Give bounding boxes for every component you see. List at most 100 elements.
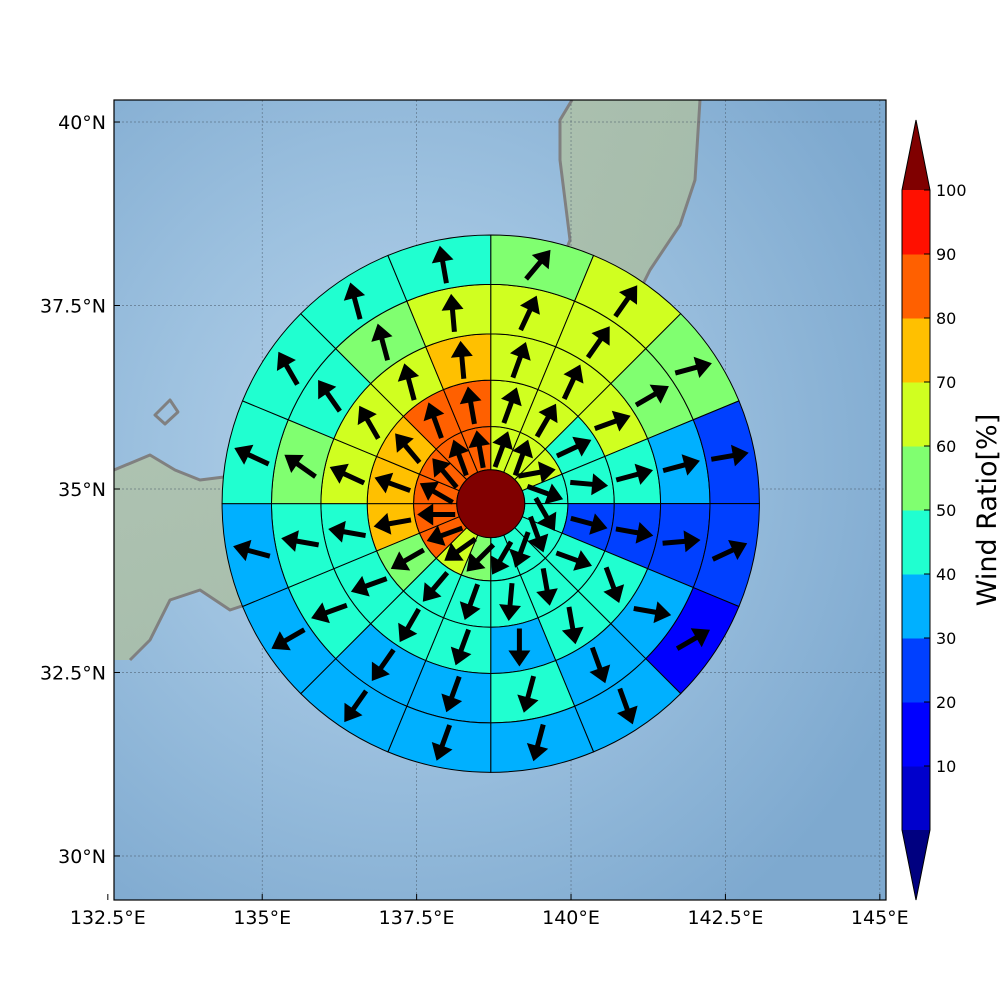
- wind-arrow: [615, 463, 653, 485]
- wind-arrow: [524, 249, 551, 281]
- wind-arrows: [233, 245, 749, 762]
- colorbar-over-extension: [902, 120, 930, 190]
- wind-arrow: [276, 351, 300, 386]
- wind-arrow: [441, 675, 463, 713]
- wind-arrow: [711, 540, 748, 562]
- colorbar-segment: [902, 702, 930, 767]
- wind-arrow: [432, 458, 459, 489]
- wind-arrow: [501, 387, 522, 424]
- colorbar-tick-label: 90: [936, 245, 956, 264]
- wind-arrow: [634, 384, 669, 408]
- wind-arrow: [510, 342, 531, 379]
- wind-arrow: [344, 689, 369, 723]
- wind-arrow: [662, 530, 701, 553]
- colorbar-segment: [902, 254, 930, 319]
- wind-arrow: [468, 430, 491, 469]
- wind-arrow: [328, 520, 366, 543]
- colorbar-tick-label: 20: [936, 693, 956, 712]
- wind-arrow: [444, 536, 477, 561]
- wind-arrow: [371, 648, 396, 681]
- wind-arrow: [633, 601, 672, 624]
- wind-arrow: [318, 380, 342, 413]
- colorbar-label: Wind Ratio[%]: [972, 414, 1000, 606]
- wind-arrow: [526, 723, 549, 762]
- wind-arrow: [675, 628, 710, 651]
- colorbar-tick-label: 60: [936, 437, 956, 456]
- wind-arrow: [674, 356, 712, 378]
- colorbar-segment: [902, 382, 930, 447]
- wind-arrow: [555, 436, 592, 459]
- wind-arrow: [555, 550, 592, 571]
- wind-arrow: [613, 285, 638, 318]
- wind-arrow: [512, 439, 533, 477]
- wind-arrow: [585, 326, 610, 359]
- colorbar-tick-label: 30: [936, 629, 956, 648]
- x-tick-label: 137.5°E: [379, 907, 455, 929]
- wind-sector-cell: [387, 234, 492, 302]
- wind-arrow: [350, 575, 388, 597]
- x-tick-label: 132.5°E: [70, 907, 146, 929]
- wind-arrow: [395, 433, 422, 465]
- colorbar-under-extension: [902, 830, 930, 900]
- wind-arrow: [710, 444, 749, 467]
- colorbar-segment: [902, 446, 930, 511]
- y-tick-label: 35°N: [58, 479, 106, 501]
- wind-arrow: [423, 402, 445, 439]
- colorbar-segment: [902, 510, 930, 575]
- wind-arrow: [617, 687, 638, 725]
- wind-arrow: [431, 245, 454, 284]
- map-frame: [113, 99, 887, 901]
- wind-arrow: [517, 675, 539, 713]
- map-area: [114, 100, 886, 900]
- wind-arrow: [448, 439, 470, 477]
- y-tick-label: 30°N: [58, 846, 106, 868]
- wind-arrow: [594, 410, 631, 432]
- wind-arrow: [343, 282, 366, 320]
- x-tick-label: 142.5°E: [687, 907, 763, 929]
- wind-arrow: [570, 473, 609, 496]
- colorbar: 10 20 30 40 50 60 70 80 90 100 Wind Ratio[%]: [901, 119, 1000, 901]
- wind-arrow: [426, 525, 464, 546]
- wind-arrow: [417, 503, 456, 526]
- wind-arrow: [561, 606, 584, 645]
- x-tick-label: 140°E: [542, 907, 600, 929]
- wind-arrow: [419, 481, 454, 505]
- wind-arrow: [561, 364, 584, 400]
- wind-arrow: [459, 583, 481, 620]
- wind-arrow: [615, 522, 654, 544]
- colorbar-segment: [902, 766, 930, 831]
- wind-arrow: [450, 340, 473, 379]
- colorbar-segment: [902, 318, 930, 383]
- axes: 132.5°E 135°E 137.5°E 140°E 142.5°E 145°E 30°N…: [40, 112, 909, 929]
- wind-arrow: [603, 566, 625, 603]
- wind-arrow: [490, 540, 514, 575]
- wind-arrow: [570, 513, 608, 535]
- wind-arrow: [589, 646, 611, 684]
- wind-arrow: [459, 386, 482, 425]
- wind-arrow: [398, 607, 421, 643]
- wind-arrow: [390, 547, 425, 571]
- colorbar-outline: [901, 119, 931, 901]
- x-tick-label: 135°E: [233, 907, 291, 929]
- colorbar-tick-label: 50: [936, 501, 956, 520]
- center-cell: [456, 469, 526, 539]
- colorbar-segment: [902, 190, 930, 255]
- wind-arrow: [374, 472, 411, 494]
- wind-arrow: [534, 403, 558, 438]
- wind-arrow: [450, 628, 472, 666]
- wind-arrow: [357, 405, 381, 440]
- colorbar-tick-label: 10: [936, 757, 956, 776]
- colorbar-tick-label: 100: [936, 181, 967, 200]
- x-tick-label: 145°E: [851, 907, 909, 929]
- wind-arrow: [492, 431, 513, 468]
- wind-arrow: [329, 463, 366, 486]
- wind-arrow: [233, 539, 271, 562]
- wind-arrow: [499, 583, 521, 621]
- wind-arrow: [441, 293, 464, 332]
- wind-arrow: [422, 571, 450, 602]
- wind-arrow: [311, 602, 348, 624]
- wind-arrow: [526, 483, 564, 505]
- wind-arrow: [508, 628, 531, 667]
- wind-arrow: [284, 454, 317, 479]
